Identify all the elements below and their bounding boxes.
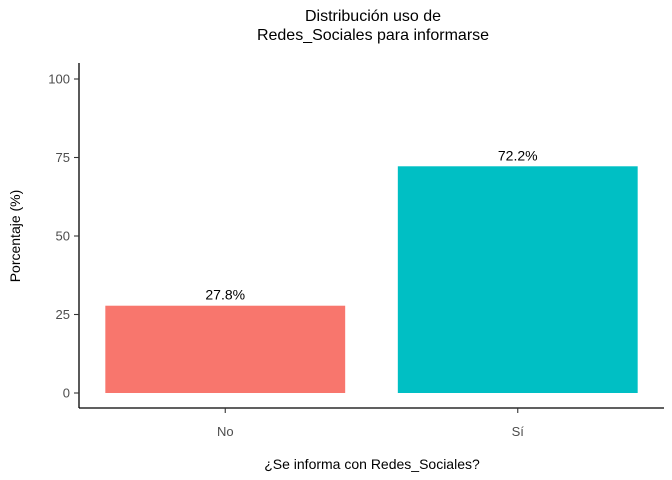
data-labels: 27.8% 72.2% xyxy=(205,147,537,302)
bar-2 xyxy=(397,166,638,393)
bars xyxy=(105,166,638,393)
chart-title-line-2: Redes_Sociales para informarse xyxy=(257,27,489,44)
y-tick-label-2: 25 xyxy=(56,307,70,322)
y-axis-title: Porcentaje (%) xyxy=(7,190,23,283)
data-label-2: 72.2% xyxy=(498,147,538,163)
chart-title-line-1: Distribución uso de xyxy=(305,8,441,25)
y-tick-label-4: 75 xyxy=(56,150,70,165)
x-tick-label-2: Sí xyxy=(512,424,525,439)
y-tick-label-1: 0 xyxy=(63,386,70,401)
x-ticks: No Sí xyxy=(217,408,524,439)
y-tick-label-5: 100 xyxy=(48,72,70,87)
x-axis-title: ¿Se informa con Redes_Sociales? xyxy=(264,456,480,472)
bar-1 xyxy=(105,305,346,393)
data-label-1: 27.8% xyxy=(205,287,245,303)
x-tick-label-1: No xyxy=(217,424,234,439)
y-ticks: 0 25 50 75 100 xyxy=(48,72,79,401)
y-tick-label-3: 50 xyxy=(56,229,70,244)
